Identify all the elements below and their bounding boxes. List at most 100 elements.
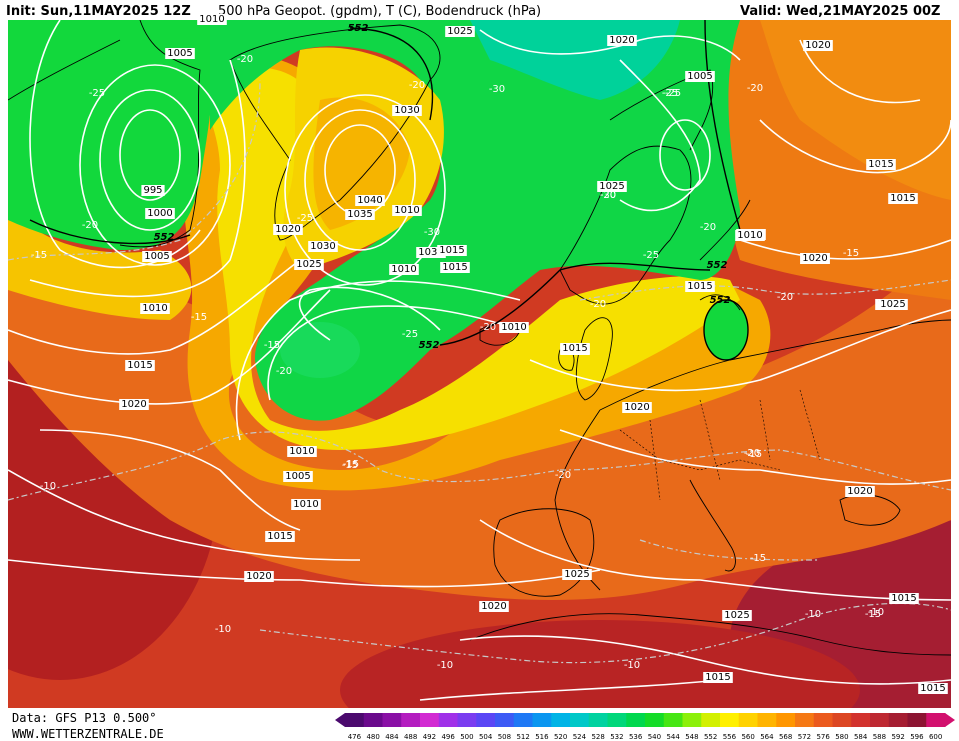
svg-text:1030: 1030: [394, 105, 419, 116]
colorbar-swatch: [645, 713, 665, 727]
pressure-label: 1025: [722, 610, 752, 621]
svg-text:1020: 1020: [121, 399, 146, 410]
svg-text:1020: 1020: [802, 253, 827, 264]
svg-text:552: 552: [348, 23, 369, 34]
temperature-label: -15: [264, 340, 280, 351]
pressure-label: 1020: [803, 40, 833, 51]
colorbar-tick-label: 532: [610, 733, 623, 741]
pressure-label: 995: [141, 185, 165, 196]
temperature-label: -10: [868, 607, 884, 618]
svg-text:1010: 1010: [737, 230, 762, 241]
colorbar-swatch: [551, 713, 571, 727]
geopotential-label: 552: [348, 23, 369, 34]
svg-text:552: 552: [710, 295, 731, 306]
colorbar-tick-label: 596: [910, 733, 924, 741]
svg-text:-10: -10: [805, 609, 821, 620]
temperature-label: -10: [40, 481, 56, 492]
colorbar-tick-label: 512: [516, 733, 529, 741]
temperature-label: -20: [744, 448, 760, 459]
colorbar-tick-label: 476: [348, 733, 362, 741]
colorbar-tick-label: 492: [423, 733, 436, 741]
svg-text:1020: 1020: [481, 601, 506, 612]
pressure-label: 1020: [845, 486, 875, 497]
temperature-label: -10: [805, 609, 821, 620]
pressure-label: 1020: [479, 601, 509, 612]
colorbar-swatch: [776, 713, 796, 727]
colorbar-tick-label: 548: [685, 733, 698, 741]
temperature-label: -15: [874, 158, 890, 169]
svg-text:1020: 1020: [246, 571, 271, 582]
colorbar-swatch: [626, 713, 646, 727]
colorbar-swatch: [457, 713, 477, 727]
svg-text:1015: 1015: [705, 672, 730, 683]
colorbar-tick-label: 572: [798, 733, 811, 741]
svg-text:-15: -15: [264, 340, 280, 351]
colorbar-swatch: [757, 713, 777, 727]
pressure-label: 1015: [703, 672, 733, 683]
svg-text:1025: 1025: [724, 610, 749, 621]
pressure-label: 1000: [145, 208, 175, 219]
colorbar-tick-label: 540: [648, 733, 661, 741]
colorbar-swatch: [532, 713, 552, 727]
map-labels: 1010 1005 995 1000 1005 1010 1015 1020 1025 1030 1…: [31, 14, 948, 694]
pressure-label: 1030: [392, 105, 422, 116]
svg-text:1020: 1020: [805, 40, 830, 51]
pressure-label: 1025: [294, 259, 324, 270]
svg-text:-15: -15: [31, 250, 47, 261]
svg-text:1035: 1035: [347, 209, 372, 220]
temperature-label: -20: [276, 366, 292, 377]
colorbar-tick-label: 584: [854, 733, 868, 741]
colorbar-swatch: [495, 713, 515, 727]
svg-text:1005: 1005: [167, 48, 192, 59]
temperature-label: -25: [297, 213, 313, 224]
colorbar-swatch: [363, 713, 383, 727]
colorbar-swatch: [851, 713, 871, 727]
temperature-label: -10: [437, 660, 453, 671]
pressure-label: 1010: [291, 499, 321, 510]
pressure-label: 1010: [392, 205, 422, 216]
geopotential-label: 552: [707, 260, 728, 271]
data-source: Data: GFS P13 0.500°: [12, 711, 157, 725]
svg-text:-15: -15: [746, 449, 762, 460]
svg-text:-10: -10: [624, 660, 640, 671]
svg-text:-30: -30: [489, 84, 505, 95]
temperature-label: -25: [662, 88, 678, 99]
svg-text:-15: -15: [342, 460, 358, 471]
pressure-label: 1015: [866, 159, 896, 170]
svg-text:-10: -10: [215, 624, 231, 635]
svg-text:-25: -25: [643, 250, 659, 261]
svg-text:-20: -20: [747, 83, 763, 94]
colorbar-tick-label: 504: [479, 733, 493, 741]
svg-text:-20: -20: [700, 222, 716, 233]
temperature-label: -20: [600, 190, 616, 201]
svg-text:1025: 1025: [447, 26, 472, 37]
svg-text:1015: 1015: [890, 193, 915, 204]
colorbar-swatch: [926, 713, 946, 727]
svg-text:-25: -25: [662, 88, 678, 99]
temperature-label: -20: [480, 322, 496, 333]
pressure-label: 1020: [800, 253, 830, 264]
pressure-label: 1010: [197, 14, 227, 25]
pressure-label: 1025: [878, 299, 908, 310]
temperature-label: -25: [665, 88, 681, 99]
colorbar-tick-label: 520: [554, 733, 567, 741]
colorbar-tick-label: 568: [779, 733, 792, 741]
temperature-label: -20: [555, 470, 571, 481]
geopotential-label: 552: [154, 232, 175, 243]
pressure-label: 1010: [735, 230, 765, 241]
pressure-label: 1005: [685, 71, 715, 82]
colorbar-swatch: [607, 713, 627, 727]
colorbar-swatch: [420, 713, 440, 727]
temperature-label: -30: [600, 190, 616, 201]
temperature-label: -10: [215, 624, 231, 635]
svg-text:-20: -20: [480, 322, 496, 333]
svg-text:1015: 1015: [267, 531, 292, 542]
pressure-label: 1035: [345, 209, 375, 220]
pressure-label: 1025: [597, 181, 627, 192]
pressure-label: 1015: [560, 343, 590, 354]
svg-text:1020: 1020: [624, 402, 649, 413]
svg-text:1005: 1005: [144, 251, 169, 262]
colorbar-tick-label: 592: [891, 733, 904, 741]
svg-text:-20: -20: [777, 292, 793, 303]
